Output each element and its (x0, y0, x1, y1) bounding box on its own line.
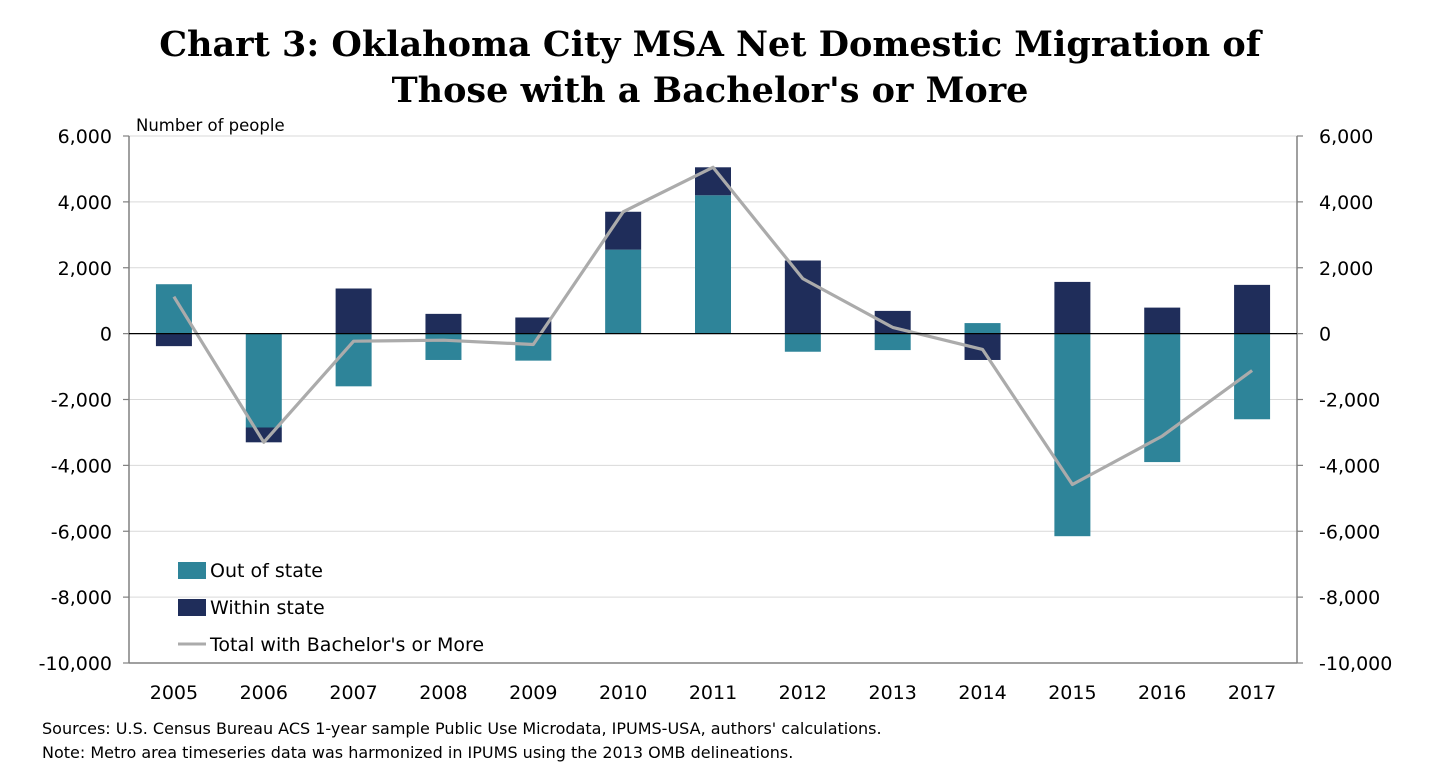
bar-out-of-state (1144, 333, 1181, 463)
bar-out-of-state (1234, 333, 1271, 420)
y-tick-label-left: 4,000 (58, 192, 112, 214)
y-tick-label-left: 2,000 (58, 258, 112, 280)
bar-out-of-state (784, 333, 821, 352)
y-tick-label-right: -10,000 (1319, 653, 1392, 675)
bar-out-of-state (425, 333, 462, 360)
bar-out-of-state (515, 333, 552, 361)
x-tick-label: 2012 (779, 682, 827, 704)
y-axis-right-ticks: 6,000 4,000 2,000 0 -2,000 -4,000 -6,000 -8,000… (1319, 126, 1392, 675)
y-tick-label-left: -6,000 (51, 521, 112, 543)
y-tick-label-right: 2,000 (1319, 258, 1373, 280)
bar-out-of-state (155, 284, 192, 334)
x-tick-label: 2009 (509, 682, 557, 704)
legend-swatch-out-of-state (178, 562, 206, 579)
bar-within-state (155, 333, 192, 347)
y-axis-label: Number of people (136, 116, 285, 135)
x-tick-label: 2006 (240, 682, 288, 704)
bar-within-state (1144, 307, 1181, 334)
x-tick-label: 2008 (419, 682, 467, 704)
y-tick-label-right: 4,000 (1319, 192, 1373, 214)
legend-label-out-of-state: Out of state (210, 560, 323, 582)
bar-within-state (784, 260, 821, 334)
legend-label-total: Total with Bachelor's or More (209, 634, 484, 656)
bar-out-of-state (964, 323, 1001, 334)
chart-title-line2: Those with a Bachelor's or More (392, 70, 1029, 111)
x-axis-ticks: 2005 2006 2007 2008 2009 2010 2011 2012 2013 2014… (150, 682, 1277, 704)
legend: Out of state Within state Total with Bac… (178, 560, 484, 656)
y-tick-label-left: -8,000 (51, 587, 112, 609)
y-tick-label-right: -4,000 (1319, 455, 1380, 477)
x-tick-label: 2007 (329, 682, 377, 704)
y-tick-label-right: -8,000 (1319, 587, 1380, 609)
bar-within-state (1234, 284, 1271, 334)
x-tick-label: 2013 (869, 682, 917, 704)
y-tick-label-left: -2,000 (51, 390, 112, 412)
x-tick-label: 2011 (689, 682, 737, 704)
bar-out-of-state (874, 333, 911, 351)
bar-within-state (335, 288, 372, 334)
bar-out-of-state (695, 195, 731, 334)
bar-within-state (874, 310, 911, 334)
bar-out-of-state (245, 333, 282, 428)
y-tick-label-left: 0 (100, 324, 112, 346)
x-tick-label: 2016 (1138, 682, 1186, 704)
y-tick-label-right: -2,000 (1319, 390, 1380, 412)
y-axis-left-ticks: 6,000 4,000 2,000 0 -2,000 -4,000 -6,000 -8,000… (39, 126, 112, 675)
x-tick-label: 2017 (1228, 682, 1276, 704)
x-tick-label: 2005 (150, 682, 198, 704)
legend-label-within-state: Within state (210, 597, 325, 619)
bar-out-of-state (1054, 333, 1091, 537)
bars (155, 167, 1271, 537)
y-tick-label-right: 0 (1319, 324, 1331, 346)
sources-note: Sources: U.S. Census Bureau ACS 1-year s… (42, 719, 882, 738)
bar-within-state (1054, 281, 1091, 334)
y-tick-label-right: -6,000 (1319, 521, 1380, 543)
legend-swatch-within-state (178, 599, 206, 616)
axes (123, 135, 1303, 664)
x-tick-label: 2014 (958, 682, 1006, 704)
y-tick-label-left: -4,000 (51, 455, 112, 477)
bar-within-state (425, 313, 462, 334)
y-tick-label-left: -10,000 (39, 653, 112, 675)
footnote: Note: Metro area timeseries data was har… (42, 743, 793, 762)
total-line (172, 165, 1254, 487)
x-tick-label: 2015 (1048, 682, 1096, 704)
bar-out-of-state (605, 249, 642, 334)
chart-title-line1: Chart 3: Oklahoma City MSA Net Domestic … (159, 24, 1263, 65)
y-tick-label-right: 6,000 (1319, 126, 1373, 148)
x-tick-label: 2010 (599, 682, 647, 704)
y-tick-label-left: 6,000 (58, 126, 112, 148)
